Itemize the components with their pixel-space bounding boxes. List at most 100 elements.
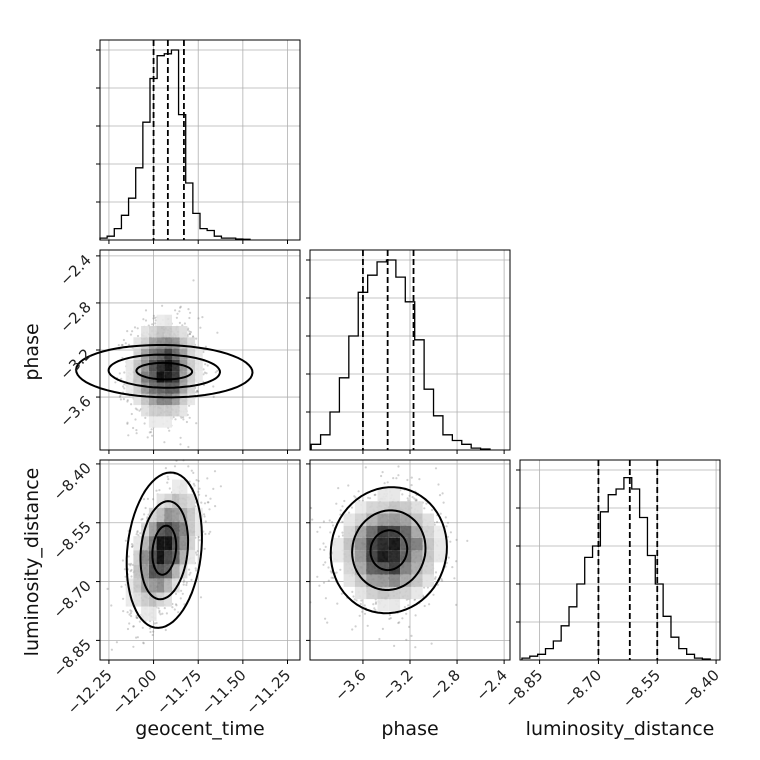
sample-point: [152, 630, 155, 633]
sample-point: [167, 478, 170, 481]
sample-point: [430, 642, 433, 645]
density-cell: [377, 599, 389, 612]
density-cell: [187, 493, 196, 508]
sample-point: [445, 525, 448, 528]
sample-point: [122, 385, 125, 388]
sample-point: [380, 474, 383, 478]
sample-point: [413, 497, 416, 500]
sample-point: [187, 308, 190, 311]
sample-point: [196, 550, 199, 553]
density-cell: [172, 493, 180, 508]
sample-point: [142, 642, 145, 645]
sample-point: [316, 575, 319, 578]
density-cell: [422, 562, 434, 575]
density-cell: [164, 337, 172, 349]
density-cell: [172, 326, 180, 338]
sample-point: [181, 324, 184, 327]
sample-point: [360, 599, 363, 602]
sample-point: [136, 531, 139, 534]
sample-point: [414, 646, 417, 649]
density-cell: [148, 416, 157, 428]
sample-point: [374, 601, 378, 604]
density-cell: [354, 538, 367, 551]
density-cell: [411, 550, 423, 563]
sample-point: [389, 617, 392, 620]
sample-point: [455, 603, 458, 607]
density-cell: [411, 586, 423, 600]
sample-point: [192, 471, 195, 474]
sample-point: [126, 399, 129, 402]
sample-point: [127, 343, 131, 346]
density-cell: [434, 538, 446, 551]
density-cell: [164, 393, 172, 406]
sample-point: [350, 506, 354, 509]
sample-point: [151, 633, 154, 637]
density-cell: [422, 550, 434, 563]
density-cell: [400, 562, 412, 575]
sample-point: [330, 576, 333, 579]
scatter-panel-geocent-time-vs-phase: [75, 249, 301, 454]
sample-point: [188, 330, 191, 333]
sample-point: [179, 305, 182, 308]
sample-point: [329, 570, 332, 573]
sample-point: [119, 394, 122, 397]
density-cell: [125, 382, 134, 394]
contour-level-3: [329, 486, 448, 615]
sample-point: [174, 603, 178, 606]
sample-point: [446, 521, 450, 524]
sample-point: [216, 369, 219, 372]
sample-point: [311, 518, 314, 521]
sample-point: [433, 523, 436, 526]
sample-point: [378, 637, 381, 641]
sample-point: [177, 611, 180, 614]
density-cell: [156, 578, 165, 593]
sample-point: [122, 398, 125, 401]
sample-point: [397, 474, 400, 477]
sample-point: [353, 495, 356, 498]
sample-point: [152, 498, 155, 501]
sample-point: [327, 579, 330, 582]
sample-point: [110, 648, 113, 651]
sample-point: [197, 490, 200, 493]
density-cell: [343, 538, 355, 551]
density-cell: [187, 393, 196, 406]
sample-point: [432, 593, 435, 596]
sample-point: [188, 568, 191, 571]
sample-point: [126, 422, 129, 425]
density-cell: [164, 416, 172, 428]
density-cell: [400, 586, 412, 600]
sample-point: [144, 416, 147, 419]
sample-point: [120, 585, 123, 588]
sample-point: [117, 344, 120, 347]
sample-point: [148, 431, 151, 434]
sample-point: [135, 429, 138, 432]
sample-point: [398, 621, 401, 624]
sample-point: [204, 363, 207, 366]
density-cell: [179, 536, 188, 551]
sample-point: [130, 543, 134, 546]
sample-point: [406, 478, 409, 482]
sample-point: [332, 576, 335, 580]
sample-point: [128, 622, 131, 625]
density-cell: [366, 562, 378, 575]
panel-frame: [519, 459, 721, 661]
density-cell: [164, 536, 172, 551]
sample-point: [106, 587, 109, 591]
sample-point: [347, 484, 350, 487]
sample-point: [195, 337, 198, 340]
sample-point: [124, 539, 127, 542]
sample-point: [449, 540, 452, 543]
density-cell: [133, 382, 142, 394]
sample-point: [143, 422, 146, 425]
density-cell: [388, 489, 401, 502]
sample-point: [126, 400, 129, 403]
sample-point: [150, 428, 153, 431]
sample-point: [436, 520, 439, 524]
sample-point: [433, 577, 437, 580]
sample-point: [188, 416, 191, 419]
sample-point: [131, 545, 134, 548]
sample-point: [368, 497, 372, 500]
density-cell: [366, 501, 378, 514]
sample-point: [386, 481, 389, 484]
sample-point: [136, 408, 139, 411]
